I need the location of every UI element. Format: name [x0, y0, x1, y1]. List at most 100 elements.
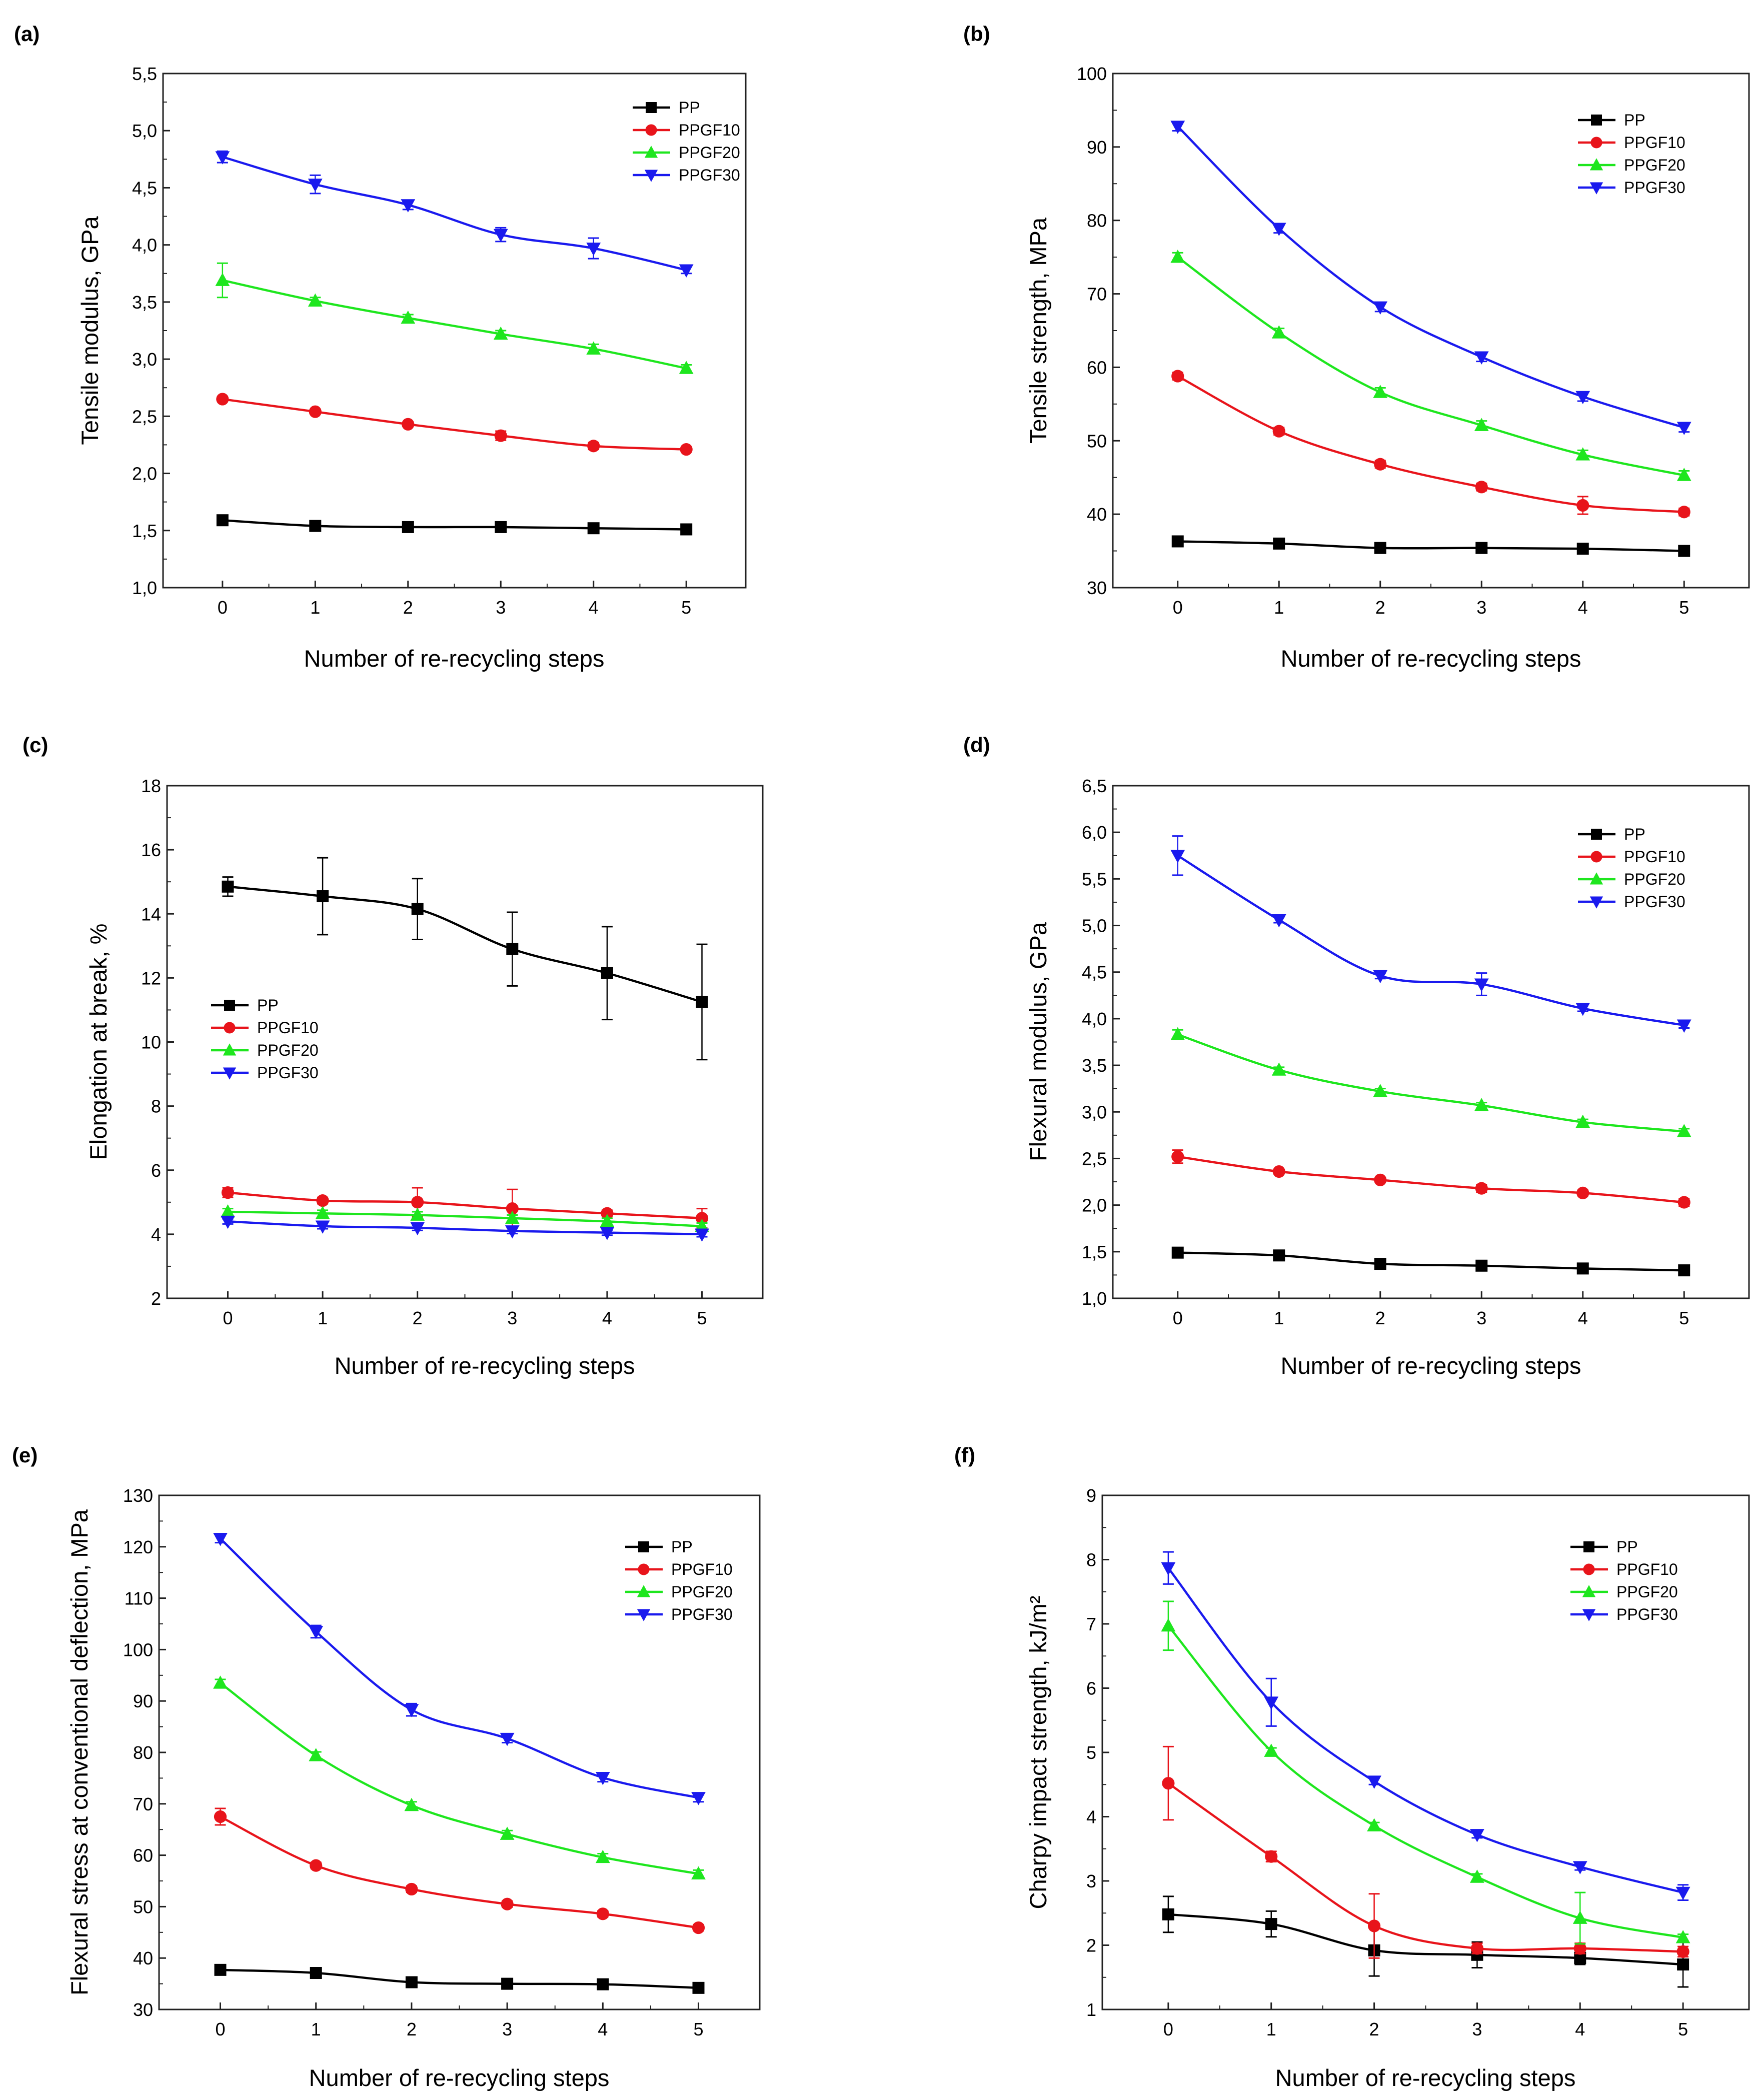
series-ppgf10: [1162, 1745, 1689, 1959]
data-point: [587, 522, 600, 535]
data-point: [506, 943, 519, 955]
data-point: [1678, 1264, 1690, 1277]
data-point: [1373, 301, 1388, 315]
series-line: [222, 279, 687, 370]
legend-label: PPGF20: [679, 144, 740, 162]
legend-marker: [645, 124, 657, 136]
series-ppgf30: [213, 1532, 706, 1805]
y-tick-label: 5: [1086, 1742, 1096, 1763]
x-tick-label: 1: [1266, 2019, 1276, 2039]
series-line: [220, 1968, 699, 1989]
data-point: [695, 1212, 709, 1225]
series-line: [222, 519, 687, 531]
series-pp: [1171, 1246, 1690, 1277]
y-axis-label: Elongation at break, %: [85, 924, 112, 1160]
x-tick-label: 0: [218, 597, 228, 618]
data-point: [1475, 1182, 1488, 1195]
legend-label: PPGF20: [257, 1041, 319, 1059]
data-point: [315, 1220, 330, 1234]
data-point: [222, 880, 234, 893]
x-tick-label: 3: [496, 597, 506, 618]
chart-panel-a: (a) 1,0 1,5 2,0 2,5 3,0 3,5 4,0 4,5 5,0 5,5 0 1 2 3 4 5 N…: [14, 22, 747, 672]
data-point: [1675, 1886, 1690, 1900]
series-line: [1177, 540, 1684, 552]
data-point: [1575, 447, 1590, 461]
data-point: [1474, 978, 1489, 992]
legend-label: PPGF10: [257, 1019, 319, 1037]
data-point: [1474, 351, 1489, 365]
data-point: [691, 1792, 706, 1805]
data-point: [316, 1194, 329, 1207]
data-point: [1161, 1562, 1176, 1576]
legend: PP PPGF10 PPGF20 PPGF30: [1578, 825, 1685, 911]
data-point: [1576, 1262, 1589, 1275]
x-tick-label: 1: [311, 2019, 321, 2039]
data-point: [411, 903, 424, 915]
data-point: [494, 429, 507, 442]
data-point: [600, 1227, 615, 1240]
legend-label: PPGF30: [257, 1064, 319, 1082]
x-tick-label: 3: [1472, 2019, 1482, 2039]
data-point: [1271, 325, 1286, 339]
legend-label: PPGF30: [679, 166, 740, 184]
x-tick-label: 5: [697, 1308, 707, 1328]
legend-label: PPGF10: [1616, 1560, 1678, 1578]
series-ppgf20: [1170, 250, 1691, 481]
y-tick-label: 80: [1087, 211, 1107, 231]
data-point: [679, 264, 694, 278]
y-tick-label: 14: [141, 904, 161, 924]
legend-marker: [646, 102, 657, 113]
series-line: [222, 398, 687, 451]
data-point: [601, 1207, 614, 1220]
legend-label: PPGF10: [1624, 848, 1685, 866]
data-point: [1170, 121, 1185, 134]
y-tick-label: 5,0: [1082, 916, 1107, 936]
x-tick-label: 2: [1375, 1308, 1385, 1328]
legend-marker: [1582, 1585, 1596, 1597]
data-point: [1573, 1942, 1586, 1955]
panel-label: (c): [23, 733, 48, 757]
legend-marker: [638, 1563, 650, 1575]
legend-label: PPGF30: [1624, 893, 1685, 911]
data-point: [1272, 1165, 1285, 1178]
data-point: [214, 1810, 227, 1823]
legend-label: PP: [679, 99, 700, 117]
data-point: [1374, 1173, 1387, 1186]
data-point: [1264, 1743, 1279, 1757]
y-axis-label: Charpy impact strength, kJ/m²: [1025, 1596, 1051, 1909]
data-point: [215, 151, 230, 165]
data-point: [1161, 1618, 1176, 1632]
data-point: [310, 1967, 322, 1979]
data-point: [309, 520, 322, 532]
y-tick-label: 4,5: [1082, 962, 1107, 983]
chart-panel-f: (f) 1 2 3 4 5 6 7 8 9 0 1 2 3 4 5 Number of re-recycling…: [954, 1443, 1750, 2091]
data-point: [1676, 1124, 1691, 1137]
y-tick-label: 4: [151, 1224, 161, 1245]
data-point: [1171, 370, 1184, 383]
data-point: [695, 1228, 709, 1242]
y-tick-label: 90: [133, 1691, 153, 1711]
data-point: [1162, 1777, 1175, 1790]
data-point: [692, 1981, 705, 1994]
data-point: [1171, 535, 1184, 548]
legend-marker: [1590, 851, 1602, 863]
series-line: [1177, 256, 1684, 477]
legend: PP PPGF10 PPGF20 PPGF30: [1570, 1538, 1678, 1623]
x-tick-label: 0: [1163, 2019, 1173, 2039]
data-point: [501, 1977, 514, 1990]
y-tick-label: 60: [133, 1845, 153, 1866]
y-tick-label: 12: [141, 968, 161, 988]
data-point: [401, 199, 416, 213]
panel-label: (f): [954, 1443, 975, 1467]
data-point: [1470, 1869, 1484, 1883]
series-ppgf10: [214, 1807, 705, 1934]
data-point: [587, 440, 600, 453]
x-tick-label: 0: [223, 1308, 233, 1328]
series-line: [220, 1815, 699, 1929]
y-tick-label: 8: [151, 1096, 161, 1117]
x-tick-label: 2: [403, 597, 413, 618]
series-line: [1168, 1913, 1683, 1966]
y-tick-label: 1,0: [1082, 1288, 1107, 1309]
legend-marker: [637, 1585, 651, 1597]
y-tick-label: 3,0: [1082, 1102, 1107, 1122]
